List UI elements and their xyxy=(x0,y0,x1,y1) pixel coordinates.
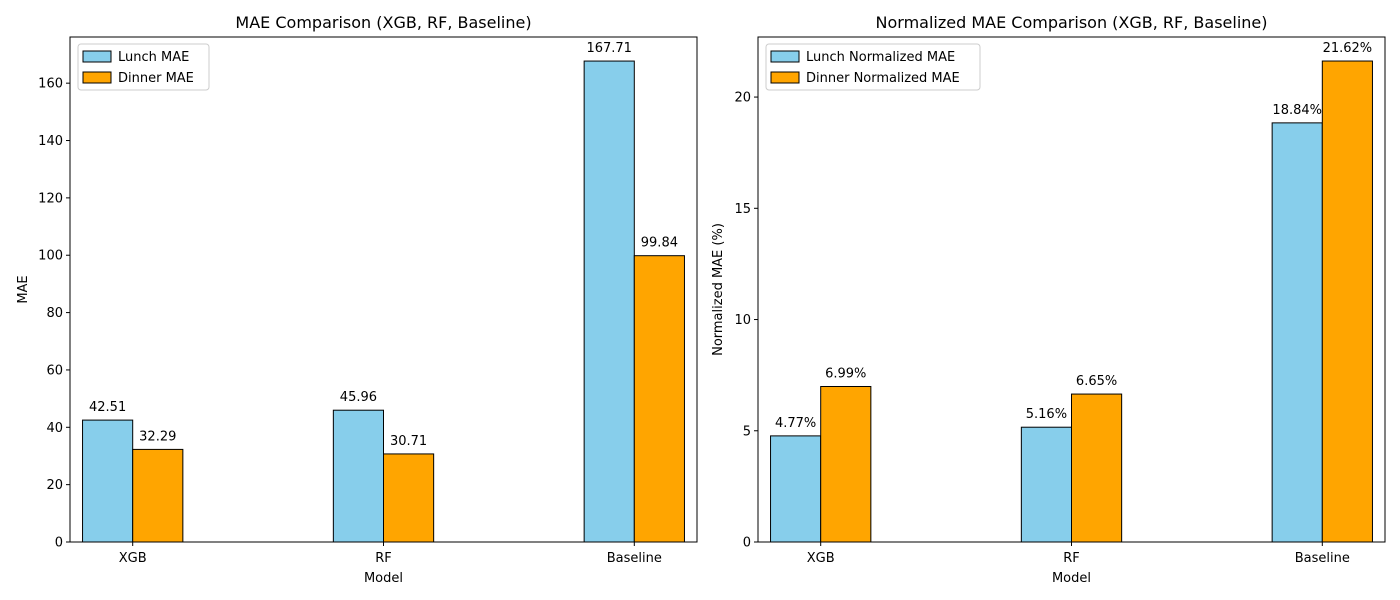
bar-rf-lunch xyxy=(332,409,384,543)
data-label: 18.84% xyxy=(1272,103,1322,118)
data-label: 21.62% xyxy=(1323,41,1373,56)
legend: Lunch Normalized MAE Dinner Normalized MA… xyxy=(765,43,981,91)
y-tick-label: 160 xyxy=(38,77,63,92)
legend-swatch xyxy=(82,50,112,63)
data-label: 6.99% xyxy=(825,366,866,381)
bar-xgb-lunch xyxy=(82,419,134,543)
bar-xgb-lunch xyxy=(770,435,822,543)
data-label: 45.96 xyxy=(340,390,377,405)
chart-panel-2: Normalized MAE Comparison (XGB, RF, Base… xyxy=(711,13,1386,586)
data-label: 30.71 xyxy=(390,434,427,449)
y-tick-label: 80 xyxy=(46,306,63,321)
y-tick-label: 5 xyxy=(743,424,751,439)
y-tick-label: 40 xyxy=(46,421,63,436)
chart-title: Normalized MAE Comparison (XGB, RF, Base… xyxy=(876,13,1268,32)
legend-label: Dinner MAE xyxy=(118,71,194,86)
bar-baseline-lunch xyxy=(1271,122,1323,543)
bar-baseline-lunch xyxy=(583,60,635,543)
y-tick-label: 10 xyxy=(734,313,751,328)
legend-swatch xyxy=(770,50,800,63)
x-tick-label: Baseline xyxy=(607,551,662,566)
x-tick-label: XGB xyxy=(119,551,147,566)
data-label: 99.84 xyxy=(641,236,678,251)
data-label: 42.51 xyxy=(89,400,126,415)
y-axis-label: Normalized MAE (%) xyxy=(711,223,726,356)
y-tick-label: 0 xyxy=(743,536,751,551)
legend-label: Dinner Normalized MAE xyxy=(806,71,960,86)
x-axis-label: Model xyxy=(364,571,403,586)
x-tick-label: Baseline xyxy=(1295,551,1350,566)
bar-rf-lunch xyxy=(1020,426,1073,543)
data-label: 167.71 xyxy=(586,41,632,56)
chart-title: MAE Comparison (XGB, RF, Baseline) xyxy=(235,13,531,32)
x-tick-label: XGB xyxy=(807,551,835,566)
bar-rf-dinner xyxy=(1071,393,1123,543)
y-tick-label: 15 xyxy=(734,202,751,217)
legend: Lunch MAE Dinner MAE xyxy=(77,43,210,91)
y-tick-label: 60 xyxy=(46,363,63,378)
data-label: 5.16% xyxy=(1026,407,1067,422)
legend-label: Lunch MAE xyxy=(118,50,189,65)
x-axis-label: Model xyxy=(1052,571,1091,586)
bar-baseline-dinner xyxy=(1321,60,1373,543)
legend-swatch xyxy=(770,71,800,84)
chart-panel-1: MAE Comparison (XGB, RF, Baseline) 42.51 4… xyxy=(16,13,698,586)
y-tick-label: 20 xyxy=(734,91,751,106)
data-label: 32.29 xyxy=(139,429,176,444)
bar-xgb-dinner xyxy=(820,385,872,543)
y-tick-label: 100 xyxy=(38,249,63,264)
y-axis-label: MAE xyxy=(16,275,31,303)
bar-rf-dinner xyxy=(383,453,435,543)
legend-box xyxy=(765,43,981,91)
legend-label: Lunch Normalized MAE xyxy=(806,50,955,65)
y-tick-label: 120 xyxy=(38,191,63,206)
y-tick-label: 140 xyxy=(38,134,63,149)
x-tick-label: RF xyxy=(1063,551,1080,566)
legend-swatch xyxy=(82,71,112,84)
x-tick-label: RF xyxy=(375,551,392,566)
bar-baseline-dinner xyxy=(633,255,685,543)
data-label: 4.77% xyxy=(775,416,816,431)
y-tick-label: 0 xyxy=(55,536,63,551)
y-tick-label: 20 xyxy=(46,478,63,493)
bar-xgb-dinner xyxy=(132,448,184,543)
data-label: 6.65% xyxy=(1076,374,1117,389)
